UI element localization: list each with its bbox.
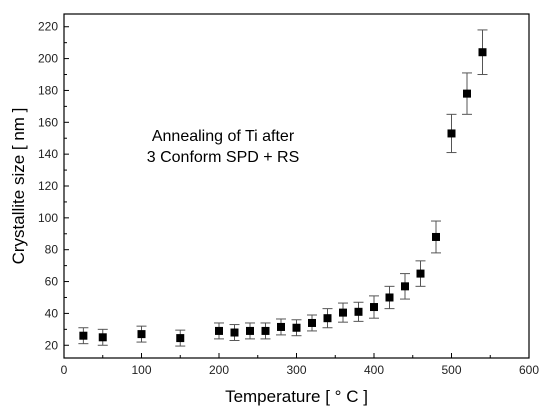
data-point [246, 326, 254, 335]
x-tick-label: 400 [364, 363, 384, 377]
data-point [370, 303, 378, 312]
data-point [79, 331, 88, 340]
x-tick-label: 500 [441, 363, 461, 377]
x-axis-ticks: 0 100 200 300 400 500 600 [61, 353, 539, 377]
plot-frame [63, 13, 530, 359]
markers-layer [79, 48, 487, 343]
y-tick-label: 40 [45, 306, 59, 320]
y-axis-title: Crystallite size [ nm ] [9, 108, 28, 265]
y-tick-label: 220 [38, 20, 58, 34]
data-point [230, 328, 239, 337]
y-tick-label: 140 [38, 147, 58, 161]
x-tick-label: 300 [286, 363, 306, 377]
y-tick-label: 120 [38, 179, 58, 193]
data-point [447, 129, 456, 138]
annotation-line-1: Annealing of Ti after [152, 128, 295, 145]
data-point [137, 330, 146, 339]
data-point [432, 232, 440, 241]
data-point [385, 293, 394, 302]
annotation-line-2: 3 Conform SPD + RS [147, 149, 300, 166]
y-tick-label: 160 [38, 115, 58, 129]
data-point [478, 48, 487, 57]
errorbars-layer [78, 29, 488, 347]
data-point [354, 307, 363, 316]
y-tick-label: 100 [38, 211, 58, 225]
data-point [261, 326, 270, 335]
data-point [98, 333, 107, 342]
data-point [401, 282, 409, 291]
y-tick-label: 80 [45, 243, 59, 257]
x-tick-label: 200 [209, 363, 229, 377]
y-tick-label: 180 [38, 83, 58, 97]
y-axis-ticks: 20 40 60 80 100 120 140 160 180 200 220 [38, 20, 69, 352]
y-tick-label: 20 [45, 338, 59, 352]
data-point [323, 314, 332, 323]
x-tick-label: 100 [131, 363, 151, 377]
y-tick-label: 200 [38, 52, 58, 66]
y-tick-label: 60 [45, 275, 59, 289]
x-tick-label: 0 [61, 363, 68, 377]
data-point [176, 334, 185, 343]
data-point [416, 269, 425, 278]
data-point [339, 308, 347, 317]
data-point [277, 322, 285, 331]
data-point [308, 318, 316, 327]
data-point [215, 326, 223, 335]
data-point [292, 323, 301, 332]
data-point [463, 89, 471, 98]
x-tick-label: 600 [519, 363, 539, 377]
x-axis-title: Temperature [ ° C ] [225, 387, 368, 406]
